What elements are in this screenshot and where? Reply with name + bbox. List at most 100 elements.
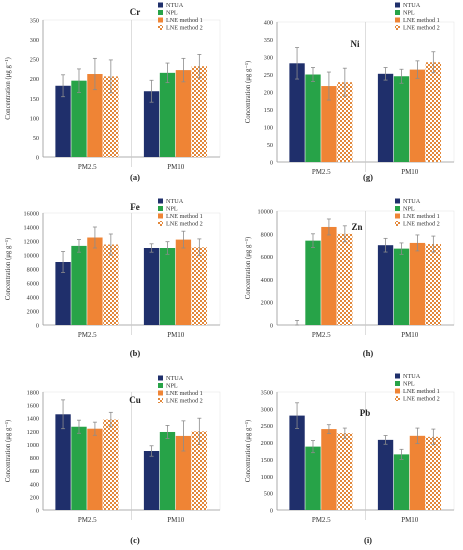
legend-label-ntua: NTUA	[403, 198, 421, 205]
legend-swatch-lne-method-2	[395, 396, 400, 401]
x-tick-label: PM2.5	[312, 331, 331, 339]
bar-npl-pm2-5	[305, 446, 321, 510]
bar-lne-method-2-pm2-5	[103, 76, 119, 157]
bar-ntua-pm2-5	[289, 415, 305, 510]
bar-lne-method-1-pm10	[409, 435, 426, 510]
y-tick-label: 800	[30, 455, 39, 462]
bar-lne-method-1-pm2-5	[321, 86, 337, 162]
legend-label-ntua: NTUA	[403, 2, 421, 9]
bar-lne-method-2-pm10	[425, 244, 442, 325]
bar-lne-method-1-pm2-5	[321, 429, 337, 510]
x-tick-label: PM2.5	[78, 331, 97, 339]
y-tick-label: 0	[36, 155, 39, 162]
y-tick-label: 100	[264, 125, 273, 132]
legend-swatch-ntua	[395, 373, 400, 379]
x-tick-label: PM2.5	[78, 163, 97, 171]
bar-ntua-pm10	[143, 91, 160, 157]
x-tick-label: PM10	[167, 331, 185, 339]
y-tick-label: 0	[36, 323, 39, 330]
y-tick-label: 50	[267, 142, 273, 149]
y-tick-label: 6000	[261, 254, 273, 261]
chart-cr: 0 50 100 150 200 250 300 350 PM2.5 PM10 Cr Concentr…	[5, 2, 221, 182]
y-tick-label: 200	[30, 494, 39, 501]
y-axis-label: Concentration (μg g⁻¹)	[245, 61, 252, 124]
y-tick-label: 3500	[261, 390, 273, 397]
legend-swatch-ntua	[158, 2, 163, 8]
bar-lne-method-2-pm2-5	[337, 82, 353, 162]
bar-lne-method-1-pm2-5	[321, 226, 337, 325]
bar-npl-pm2-5	[305, 74, 321, 162]
legend-swatch-npl	[158, 10, 163, 15]
legend-label-lne-method-1: LNE method 1	[166, 17, 203, 24]
chart-title: Ni	[351, 39, 360, 49]
y-tick-label: 8000	[261, 231, 273, 238]
bar-lne-method-2-pm2-5	[103, 419, 119, 510]
chart-title: Cr	[130, 7, 141, 17]
legend-label-npl: NPL	[403, 10, 415, 17]
y-tick-label: 0	[270, 160, 273, 167]
legend-label-lne-method-2: LNE method 2	[166, 398, 203, 405]
bar-lne-method-2-pm10	[191, 247, 208, 325]
y-tick-label: 200	[30, 76, 39, 83]
legend-label-ntua: NTUA	[166, 2, 184, 9]
panel-label: (a)	[130, 172, 140, 182]
y-tick-label: 250	[30, 57, 39, 64]
bar-ntua-pm10	[377, 439, 394, 510]
y-tick-label: 14000	[24, 225, 39, 232]
x-tick-label: PM10	[401, 331, 419, 339]
y-tick-label: 8000	[27, 267, 39, 274]
chart-title: Fe	[130, 202, 140, 212]
y-tick-label: 150	[264, 107, 273, 114]
y-tick-label: 1200	[27, 429, 39, 436]
legend-label-lne-method-2: LNE method 2	[403, 221, 440, 228]
legend-label-npl: NPL	[403, 381, 415, 388]
charts-group: 0 50 100 150 200 250 300 350 PM2.5 PM10 Cr Concentr…	[5, 2, 455, 545]
bar-lne-method-1-pm10	[175, 239, 192, 325]
y-tick-label: 4000	[27, 295, 39, 302]
chart-ni: 0 50 100 150 200 250 300 350 400 PM2.5 PM10 Ni Conce…	[245, 2, 455, 182]
legend-label-lne-method-2: LNE method 2	[166, 25, 203, 32]
bar-lne-method-1-pm10	[409, 69, 426, 162]
y-axis-label: Concentration (μg g⁻¹)	[5, 238, 12, 301]
bar-lne-method-2-pm2-5	[337, 433, 353, 510]
bar-lne-method-2-pm10	[191, 66, 208, 157]
chart-title: Cu	[129, 395, 141, 405]
y-tick-label: 10000	[24, 253, 39, 260]
y-axis-label: Concentration (μg g⁻¹)	[5, 57, 12, 120]
bar-lne-method-1-pm2-5	[87, 74, 103, 157]
legend-label-lne-method-2: LNE method 2	[166, 221, 203, 228]
bar-ntua-pm10	[377, 245, 394, 325]
bar-npl-pm10	[393, 248, 410, 325]
legend-swatch-lne-method-2	[158, 398, 163, 403]
chart-pb: 0 500 1000 1500 2000 2500 3000 3500 PM2.5 PM10 Pb C…	[245, 373, 455, 545]
legend-label-lne-method-1: LNE method 1	[166, 213, 203, 220]
legend-swatch-lne-method-2	[158, 221, 163, 226]
legend-label-lne-method-1: LNE method 1	[403, 213, 440, 220]
y-tick-label: 300	[30, 37, 39, 44]
y-tick-label: 250	[264, 72, 273, 79]
legend-label-lne-method-1: LNE method 1	[403, 17, 440, 24]
legend-swatch-lne-method-2	[395, 221, 400, 226]
legend-label-npl: NPL	[166, 10, 178, 17]
legend-swatch-lne-method-1	[395, 17, 400, 23]
legend-swatch-lne-method-1	[395, 213, 400, 219]
bar-ntua-pm2-5	[289, 63, 305, 162]
bar-npl-pm2-5	[71, 426, 87, 510]
bar-lne-method-1-pm10	[175, 70, 192, 157]
x-tick-label: PM2.5	[78, 516, 97, 524]
bar-lne-method-1-pm10	[175, 435, 192, 510]
legend-swatch-ntua	[395, 198, 400, 204]
x-tick-label: PM10	[167, 516, 185, 524]
y-axis-label: Concentration (μg g⁻¹)	[5, 420, 12, 483]
legend-swatch-npl	[395, 206, 400, 211]
legend-swatch-npl	[395, 10, 400, 15]
legend-label-npl: NPL	[403, 206, 415, 213]
y-tick-label: 600	[30, 468, 39, 475]
bar-npl-pm2-5	[305, 240, 321, 325]
x-tick-label: PM2.5	[312, 516, 331, 524]
legend-swatch-npl	[158, 383, 163, 388]
bar-ntua-pm10	[143, 248, 160, 325]
bar-ntua-pm10	[377, 73, 394, 162]
bar-ntua-pm2-5	[55, 414, 71, 510]
y-tick-label: 2000	[27, 309, 39, 316]
